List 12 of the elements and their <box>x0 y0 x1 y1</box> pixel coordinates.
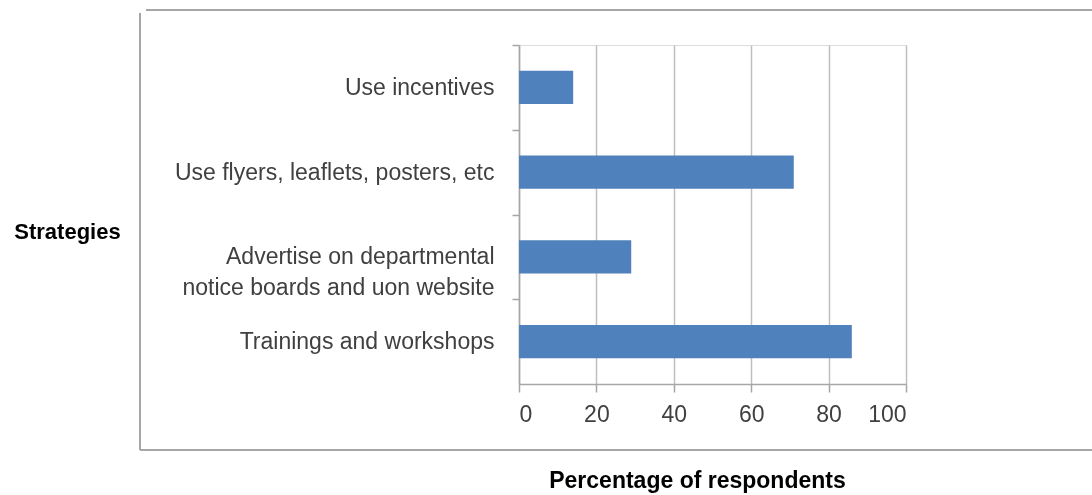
y-tick-label: Trainings and workshops <box>239 328 495 355</box>
x-tick-label: 80 <box>816 400 842 427</box>
x-tick-label: 100 <box>868 400 907 427</box>
y-tick-label: Use flyers, leaflets, posters, etc <box>174 158 495 185</box>
y-axis-title: Strategies <box>14 218 121 244</box>
x-tick-label: 0 <box>519 400 533 427</box>
x-tick-label: 20 <box>584 400 610 427</box>
x-tick-label: 40 <box>661 400 688 427</box>
y-tick-label: Use incentives <box>344 73 495 100</box>
y-tick-label: Advertise on departmental notice boards and uon website <box>182 243 495 301</box>
x-axis-title: Percentage of respondents <box>549 466 846 493</box>
x-tick-label: 60 <box>738 400 765 427</box>
